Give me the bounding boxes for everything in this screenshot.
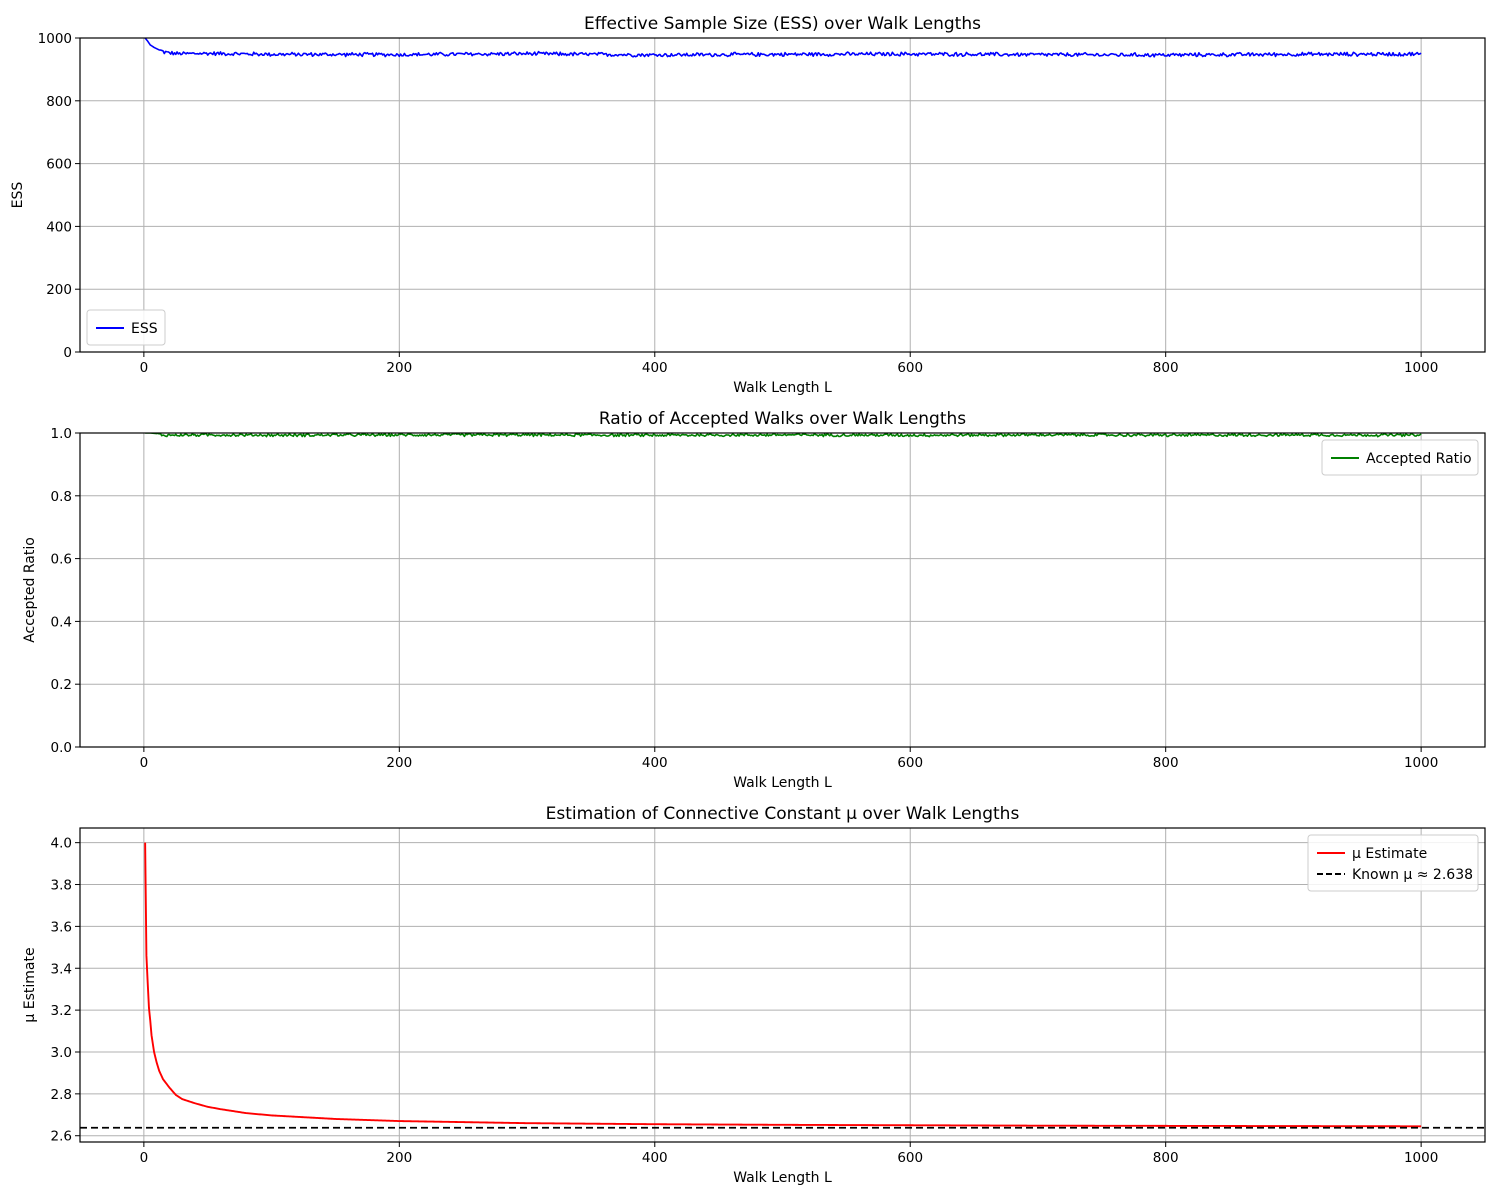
x-tick-label: 0 bbox=[140, 755, 149, 771]
accepted-chart: 0 200 400 600 800 1000 0.0 0.2 0.4 0.6 0.8 1.0 Ratio… bbox=[22, 409, 1486, 791]
y-tick-label: 600 bbox=[46, 157, 72, 173]
plot-frame bbox=[79, 37, 1486, 353]
legend-box bbox=[86, 309, 166, 346]
x-tick-label: 600 bbox=[897, 1150, 923, 1166]
mu-chart: 0 200 400 600 800 1000 2.6 2.8 3.0 3.2 3.4 3.6 3.8 4.… bbox=[22, 804, 1486, 1186]
y-tick-label: 0.0 bbox=[51, 740, 72, 756]
x-axis-label: Walk Length L bbox=[733, 1170, 832, 1186]
y-axis-label: μ Estimate bbox=[22, 947, 38, 1022]
legend: μ Estimate Known μ ≈ 2.638 bbox=[1307, 834, 1479, 892]
series-line-1 bbox=[144, 38, 1422, 58]
x-tick-label: 400 bbox=[642, 360, 668, 376]
x-tick-label: 200 bbox=[386, 1150, 412, 1166]
legend: ESS bbox=[86, 309, 166, 346]
x-tick-label: 600 bbox=[897, 360, 923, 376]
chart-title: Estimation of Connective Constant μ over… bbox=[546, 804, 1020, 824]
x-tick-label: 800 bbox=[1153, 755, 1179, 771]
y-tick-label: 0.6 bbox=[51, 552, 72, 568]
y-tick-label: 800 bbox=[46, 94, 72, 110]
y-tick-label: 0.4 bbox=[51, 614, 72, 630]
x-tick-label: 1000 bbox=[1404, 360, 1438, 376]
x-tick-label: 1000 bbox=[1404, 755, 1438, 771]
y-tick-label: 200 bbox=[46, 282, 72, 298]
x-axis-label: Walk Length L bbox=[733, 775, 832, 791]
legend-box bbox=[1307, 834, 1479, 892]
y-tick-label: 3.4 bbox=[51, 961, 72, 977]
y-tick-label: 3.6 bbox=[51, 919, 72, 935]
y-tick-label: 1.0 bbox=[51, 426, 72, 442]
y-axis-label: Accepted Ratio bbox=[22, 537, 38, 643]
y-tick-label: 0.8 bbox=[51, 489, 72, 505]
x-tick-label: 0 bbox=[140, 1150, 149, 1166]
series-line-1 bbox=[144, 842, 1422, 1128]
x-tick-label: 400 bbox=[642, 1150, 668, 1166]
y-tick-label: 2.6 bbox=[51, 1129, 72, 1145]
y-tick-label: 3.2 bbox=[51, 1003, 72, 1019]
legend-label: Accepted Ratio bbox=[1366, 451, 1472, 467]
legend-label: μ Estimate bbox=[1352, 846, 1427, 862]
x-tick-label: 400 bbox=[642, 755, 668, 771]
plot-frame bbox=[79, 432, 1486, 748]
y-tick-label: 3.0 bbox=[51, 1045, 72, 1061]
chart-title: Ratio of Accepted Walks over Walk Length… bbox=[599, 409, 966, 429]
chart-title: Effective Sample Size (ESS) over Walk Le… bbox=[584, 14, 981, 34]
x-axis-label: Walk Length L bbox=[733, 380, 832, 396]
plot-frame bbox=[79, 827, 1486, 1143]
x-tick-label: 600 bbox=[897, 755, 923, 771]
x-tick-label: 800 bbox=[1153, 360, 1179, 376]
y-tick-label: 1000 bbox=[38, 31, 72, 47]
x-tick-label: 200 bbox=[386, 755, 412, 771]
y-tick-label: 0.2 bbox=[51, 677, 72, 693]
y-tick-label: 4.0 bbox=[51, 836, 72, 852]
y-tick-label: 400 bbox=[46, 219, 72, 235]
legend-box bbox=[1321, 439, 1479, 476]
y-tick-label: 2.8 bbox=[51, 1087, 72, 1103]
y-axis-label: ESS bbox=[10, 182, 26, 209]
y-tick-label: 3.8 bbox=[51, 878, 72, 894]
x-tick-label: 0 bbox=[140, 360, 149, 376]
x-tick-label: 800 bbox=[1153, 1150, 1179, 1166]
x-tick-label: 200 bbox=[386, 360, 412, 376]
legend-label: Known μ ≈ 2.638 bbox=[1352, 867, 1473, 883]
x-tick-label: 1000 bbox=[1404, 1150, 1438, 1166]
ess-chart: 0 200 400 600 800 1000 0 200 400 600 800 1000 Effect… bbox=[10, 14, 1486, 396]
legend-label: ESS bbox=[131, 321, 158, 337]
y-tick-label: 0 bbox=[63, 345, 72, 361]
series-line-1 bbox=[145, 433, 1422, 438]
legend: Accepted Ratio bbox=[1321, 439, 1479, 476]
